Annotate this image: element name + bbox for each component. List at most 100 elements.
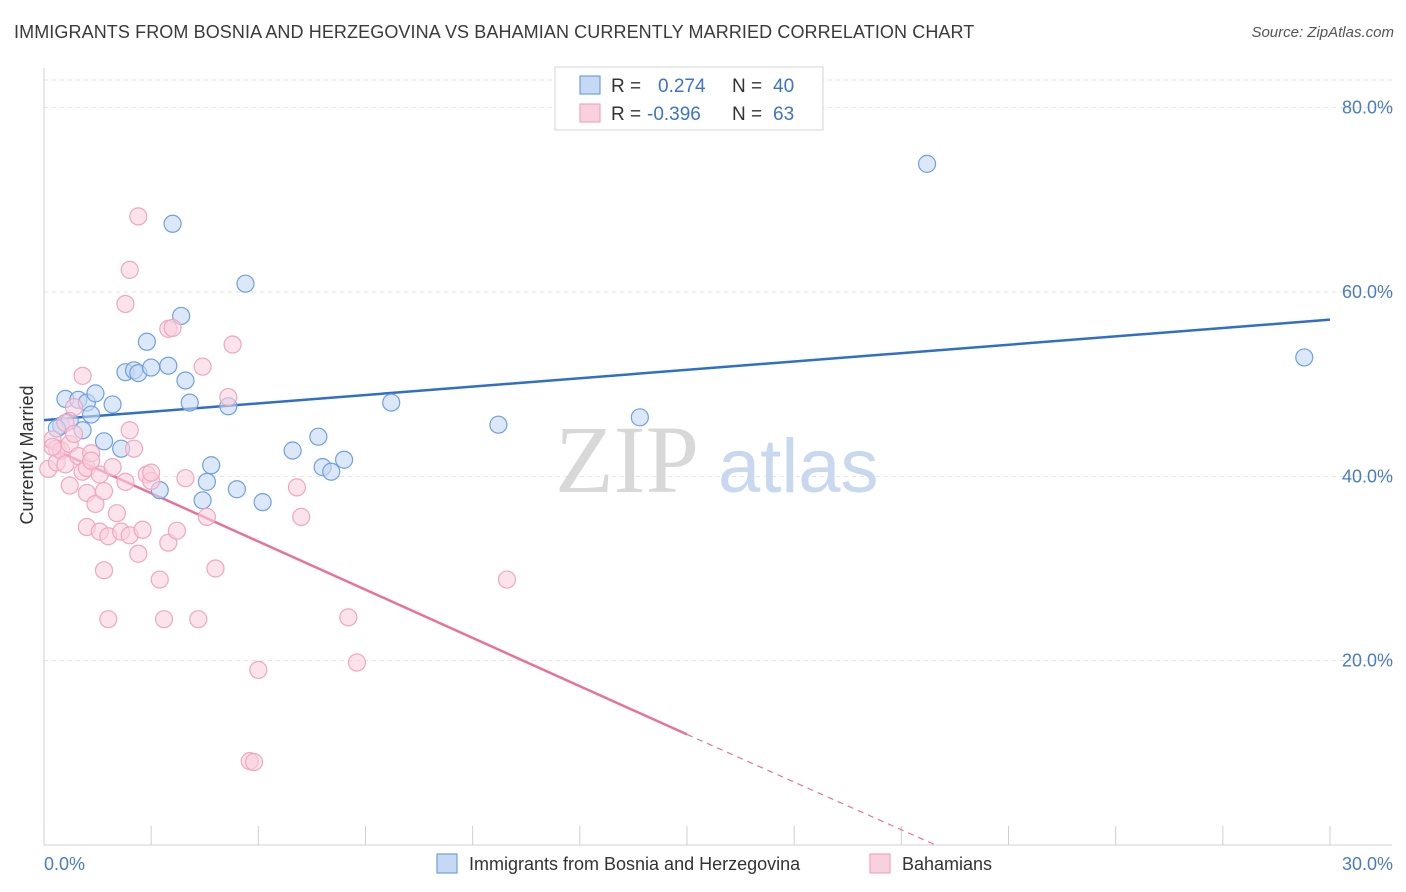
bahamians-point-21 bbox=[94, 481, 114, 501]
bahamians-point-12 bbox=[73, 366, 92, 385]
y-tick-label-60: 60.0% bbox=[1342, 282, 1393, 302]
legend-swatch-bosnia bbox=[579, 75, 601, 95]
bahamians-point-29 bbox=[116, 294, 135, 314]
watermark-zip: ZIP bbox=[555, 406, 699, 513]
trend-line-bahamians-extension bbox=[686, 733, 936, 846]
bahamians-point-22 bbox=[99, 610, 118, 629]
tick-labels: 20.0% 40.0% 60.0% 80.0% 0.0% 30.0% bbox=[44, 98, 1393, 874]
bosnia-point-15 bbox=[142, 358, 161, 377]
bosnia-point-21 bbox=[180, 393, 199, 412]
y-tick-label-20: 20.0% bbox=[1342, 651, 1393, 671]
bosnia-point-37 bbox=[917, 154, 937, 173]
series-legend: Immigrants from Bosnia and Herzegovina B… bbox=[436, 853, 992, 874]
bahamians-point-32 bbox=[124, 439, 144, 458]
chart-source: Source: ZipAtlas.com bbox=[1251, 24, 1394, 41]
bahamians-point-45 bbox=[176, 469, 195, 488]
bahamians-point-47 bbox=[193, 357, 212, 376]
bahamians-point-59 bbox=[497, 570, 517, 589]
bahamians-point-39 bbox=[150, 570, 169, 589]
bosnia-point-9 bbox=[103, 395, 122, 414]
bosnia-point-6 bbox=[82, 405, 101, 424]
legend-r-label-2: R = bbox=[611, 104, 641, 125]
bahamians-point-25 bbox=[107, 504, 126, 523]
bottom-legend-label-bosnia: Immigrants from Bosnia and Herzegovina bbox=[469, 854, 801, 874]
trend-line-bahamians bbox=[43, 443, 688, 736]
y-tick-label-40: 40.0% bbox=[1342, 466, 1393, 486]
bosnia-point-23 bbox=[197, 472, 216, 491]
bahamians-point-56 bbox=[292, 507, 311, 526]
axes bbox=[43, 68, 1392, 846]
bahamians-point-31 bbox=[120, 421, 139, 440]
bosnia-point-36 bbox=[630, 408, 649, 427]
bosnia-point-28 bbox=[253, 493, 272, 512]
legend-n-label-1: N = bbox=[732, 76, 762, 97]
grid-lines bbox=[44, 79, 1392, 662]
bosnia-point-17 bbox=[159, 356, 178, 375]
y-axis-label: Currently Married bbox=[17, 385, 37, 524]
bosnia-point-38 bbox=[1295, 348, 1314, 367]
bosnia-point-34 bbox=[382, 393, 401, 412]
bahamians-point-57 bbox=[339, 608, 358, 627]
legend-n-value-1: 40 bbox=[773, 76, 794, 97]
bahamians-point-53 bbox=[244, 752, 264, 772]
bosnia-point-8 bbox=[94, 432, 114, 451]
legend-r-label-1: R = bbox=[611, 76, 641, 97]
trend-lines bbox=[43, 318, 1331, 846]
bahamians-point-17 bbox=[86, 494, 105, 514]
trend-line-bosnia bbox=[43, 318, 1331, 422]
bahamians-point-44 bbox=[167, 521, 186, 540]
stats-legend: R = 0.274 N = 40 R = -0.396 N = 63 bbox=[554, 66, 824, 131]
bahamians-point-33 bbox=[129, 207, 148, 226]
bahamians-point-20 bbox=[94, 561, 114, 580]
bahamians-point-51 bbox=[223, 335, 242, 354]
bottom-legend-swatch-bahamians bbox=[869, 853, 891, 874]
bahamians-point-38 bbox=[142, 463, 161, 482]
bahamians-point-43 bbox=[163, 318, 182, 338]
bahamians-point-6 bbox=[56, 455, 75, 474]
bahamians-point-49 bbox=[206, 559, 225, 578]
legend-n-value-2: 63 bbox=[773, 104, 794, 125]
bosnia-point-24 bbox=[202, 456, 221, 475]
bahamians-point-46 bbox=[189, 610, 208, 629]
legend-r-value-1: 0.274 bbox=[658, 76, 706, 97]
bahamians-point-27 bbox=[116, 472, 135, 491]
bahamians-point-35 bbox=[133, 520, 152, 539]
bottom-legend-label-bahamians: Bahamians bbox=[902, 854, 992, 874]
series-bahamians-points bbox=[39, 207, 517, 772]
bosnia-point-29 bbox=[283, 441, 302, 460]
bosnia-point-27 bbox=[236, 274, 255, 293]
bahamians-point-50 bbox=[219, 387, 238, 407]
bahamians-point-54 bbox=[249, 660, 268, 679]
bosnia-point-20 bbox=[176, 371, 195, 390]
bahamians-point-58 bbox=[347, 653, 367, 672]
legend-n-label-2: N = bbox=[732, 104, 762, 125]
bosnia-point-35 bbox=[489, 415, 508, 434]
bosnia-point-26 bbox=[227, 480, 246, 499]
legend-r-value-2: -0.396 bbox=[647, 104, 701, 125]
bosnia-point-30 bbox=[309, 427, 328, 446]
bahamians-point-55 bbox=[287, 478, 307, 497]
bosnia-point-7 bbox=[86, 384, 105, 403]
bottom-legend-swatch-bosnia bbox=[436, 853, 458, 874]
bahamians-point-9 bbox=[64, 398, 84, 417]
watermark-atlas: atlas bbox=[718, 424, 879, 509]
bahamians-point-62 bbox=[82, 451, 101, 470]
y-tick-label-80: 80.0% bbox=[1342, 98, 1393, 118]
x-tick-label-min: 0.0% bbox=[44, 854, 85, 874]
bosnia-point-18 bbox=[163, 214, 182, 233]
bosnia-point-32 bbox=[322, 462, 341, 481]
bosnia-point-33 bbox=[334, 450, 354, 469]
bahamians-point-28 bbox=[120, 260, 139, 279]
legend-swatch-bahamians bbox=[579, 103, 601, 123]
bahamians-point-60 bbox=[43, 437, 62, 456]
chart-title: IMMIGRANTS FROM BOSNIA AND HERZEGOVINA V… bbox=[14, 22, 975, 42]
bosnia-point-22 bbox=[193, 491, 212, 510]
bahamians-point-24 bbox=[103, 458, 122, 477]
bahamians-point-40 bbox=[154, 610, 174, 629]
bosnia-point-14 bbox=[137, 332, 156, 351]
x-tick-label-max: 30.0% bbox=[1342, 854, 1393, 874]
bahamians-point-34 bbox=[129, 544, 148, 563]
bahamians-point-7 bbox=[60, 476, 79, 495]
bahamians-point-48 bbox=[197, 507, 216, 526]
